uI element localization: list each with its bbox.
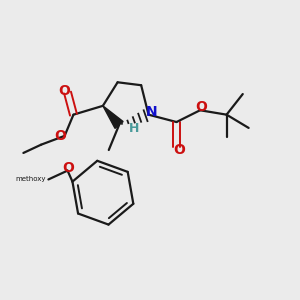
Text: O: O — [58, 84, 70, 98]
Text: O: O — [55, 130, 66, 143]
Polygon shape — [103, 106, 123, 128]
Text: methoxy: methoxy — [16, 176, 46, 182]
Text: O: O — [196, 100, 208, 114]
Text: O: O — [62, 161, 74, 175]
Text: O: O — [173, 143, 185, 157]
Text: H: H — [129, 122, 140, 135]
Text: N: N — [146, 105, 157, 119]
